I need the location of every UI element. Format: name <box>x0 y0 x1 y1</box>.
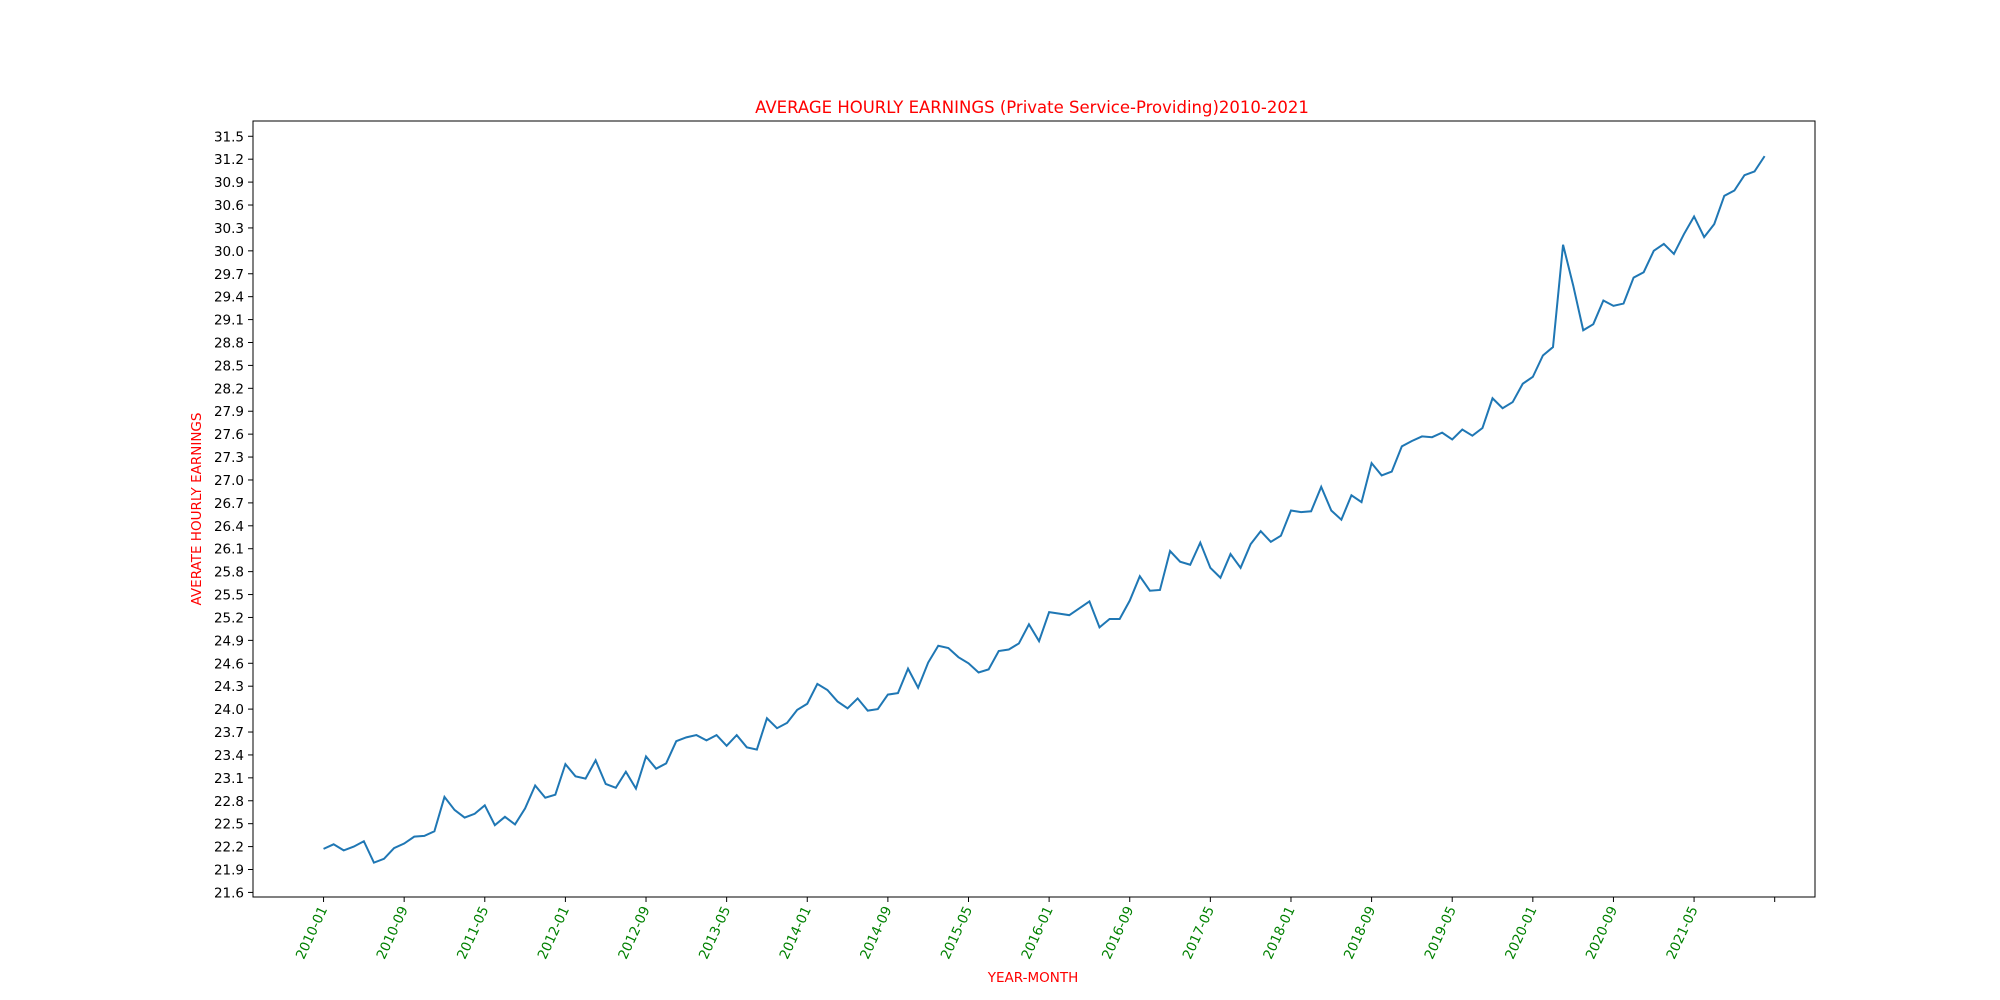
plot-area-frame <box>252 120 1816 898</box>
y-tick-label: 21.9 <box>214 863 244 879</box>
y-tick-label: 23.7 <box>214 725 244 741</box>
y-tick-label: 26.1 <box>214 542 244 558</box>
chart-title: AVERAGE HOURLY EARNINGS (Private Service… <box>755 98 1309 117</box>
earnings-series-line <box>323 155 1766 864</box>
y-tick-label: 25.8 <box>214 565 244 581</box>
y-tick-label: 30.6 <box>214 198 244 214</box>
y-tick-label: 31.2 <box>214 152 244 168</box>
x-tick-label: 2010-01 <box>293 904 331 962</box>
y-tick-label: 26.4 <box>214 519 244 535</box>
y-tick-label: 22.8 <box>214 794 244 810</box>
y-axis-label: AVERATE HOURLY EARNINGS <box>189 413 205 606</box>
y-tick-label: 22.2 <box>214 840 244 856</box>
y-tick-label: 28.8 <box>214 335 244 351</box>
y-tick-label: 21.6 <box>214 885 244 901</box>
y-tick-label: 24.3 <box>214 679 244 695</box>
y-tick-label: 25.5 <box>214 588 244 604</box>
y-tick-label: 31.5 <box>214 129 244 145</box>
x-tick-label: 2020-09 <box>1583 904 1621 962</box>
x-tick-label: 2020-01 <box>1502 904 1540 962</box>
y-axis-ticks: 21.6 21.9 22.2 22.5 22.8 23.1 23.4 23.7 24.0 24.3… <box>214 129 253 901</box>
x-tick-label: 2014-01 <box>777 904 815 962</box>
y-tick-label: 29.4 <box>214 290 244 306</box>
y-tick-label: 23.1 <box>214 771 244 787</box>
y-tick-label: 28.2 <box>214 381 244 397</box>
x-tick-label: 2013-05 <box>696 904 734 962</box>
y-tick-label: 27.6 <box>214 427 244 443</box>
x-tick-label: 2017-05 <box>1180 904 1218 962</box>
y-tick-label: 26.7 <box>214 496 244 512</box>
x-tick-label: 2015-05 <box>938 904 976 962</box>
y-tick-label: 25.2 <box>214 610 244 626</box>
y-tick-label: 27.0 <box>214 473 244 489</box>
x-axis-label: YEAR-MONTH <box>987 970 1079 986</box>
y-tick-label: 27.9 <box>214 404 244 420</box>
y-tick-label: 28.5 <box>214 358 244 374</box>
y-tick-label: 29.7 <box>214 267 244 283</box>
y-tick-label: 24.0 <box>214 702 244 718</box>
x-tick-label: 2018-01 <box>1260 904 1298 962</box>
x-tick-label: 2016-09 <box>1099 904 1137 962</box>
x-tick-label: 2010-09 <box>373 904 411 962</box>
x-tick-label: 2011-05 <box>454 904 492 962</box>
x-axis-ticks: 2010-01 2010-09 2011-05 2012-01 2012-09 2013-… <box>293 897 1776 962</box>
y-tick-label: 24.9 <box>214 633 244 649</box>
x-tick-label: 2014-09 <box>857 904 895 962</box>
y-tick-label: 27.3 <box>214 450 244 466</box>
y-tick-label: 30.3 <box>214 221 244 237</box>
x-tick-label: 2012-09 <box>615 904 653 962</box>
y-tick-label: 24.6 <box>214 656 244 672</box>
x-tick-label: 2018-09 <box>1341 904 1379 962</box>
x-tick-label: 2016-01 <box>1018 904 1056 962</box>
y-tick-label: 22.5 <box>214 817 244 833</box>
x-tick-label: 2019-05 <box>1421 904 1459 962</box>
y-tick-label: 30.9 <box>214 175 244 191</box>
y-tick-label: 29.1 <box>214 313 244 329</box>
x-tick-label: 2012-01 <box>535 904 573 962</box>
x-tick-label: 2021-05 <box>1663 904 1701 962</box>
y-tick-label: 30.0 <box>214 244 244 260</box>
y-tick-label: 23.4 <box>214 748 244 764</box>
